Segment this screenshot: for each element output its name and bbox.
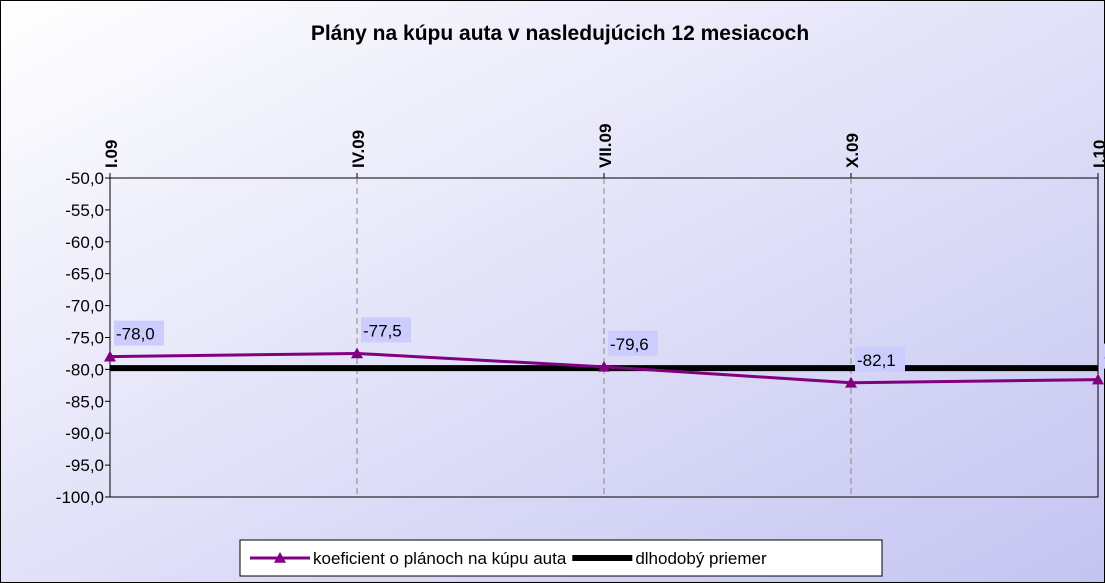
data-label-box (361, 317, 411, 343)
marker (351, 347, 363, 359)
data-label: -78,0 (114, 320, 164, 346)
data-label-box (608, 330, 658, 356)
data-label-text: -79,6 (610, 335, 649, 354)
y-tick-label: -100,0 (56, 488, 104, 507)
legend-label: dlhodobý priemer (635, 549, 767, 568)
y-tick-label: -85,0 (65, 392, 104, 411)
y-tick-label: -65,0 (65, 265, 104, 284)
marker (598, 360, 610, 372)
data-label-text: -78,0 (116, 325, 155, 344)
chart-title: Plány na kúpu auta v nasledujúcich 12 me… (311, 22, 809, 45)
data-label: -77,5 (361, 317, 411, 343)
y-tick-label: -50,0 (65, 169, 104, 188)
x-tick-label: I.09 (102, 140, 121, 168)
y-tick-label: -95,0 (65, 456, 104, 475)
legend (239, 539, 883, 577)
y-tick-label: -60,0 (65, 233, 104, 252)
y-tick-label: -70,0 (65, 297, 104, 316)
data-label-box (114, 320, 164, 346)
y-tick-label: -90,0 (65, 424, 104, 443)
marker (1092, 373, 1104, 385)
data-label-box (1102, 343, 1105, 369)
y-tick-label: -55,0 (65, 201, 104, 220)
y-tick-label: -80,0 (65, 360, 104, 379)
legend-label: koeficient o plánoch na kúpu auta (313, 549, 567, 568)
x-tick-label: IV.09 (349, 130, 368, 168)
x-tick-label: I.10 (1090, 140, 1105, 168)
x-tick-label: VII.09 (596, 124, 615, 168)
data-label: -82,1 (855, 346, 905, 372)
legend-marker (274, 552, 286, 563)
x-tick-label: X.09 (843, 133, 862, 168)
marker (104, 350, 116, 362)
data-label: -79,6 (608, 330, 658, 356)
data-label-box (855, 346, 905, 372)
marker (845, 376, 857, 388)
data-label-text: -82,1 (857, 351, 896, 370)
y-tick-label: -75,0 (65, 329, 104, 348)
data-label-text: -77,5 (363, 321, 402, 340)
